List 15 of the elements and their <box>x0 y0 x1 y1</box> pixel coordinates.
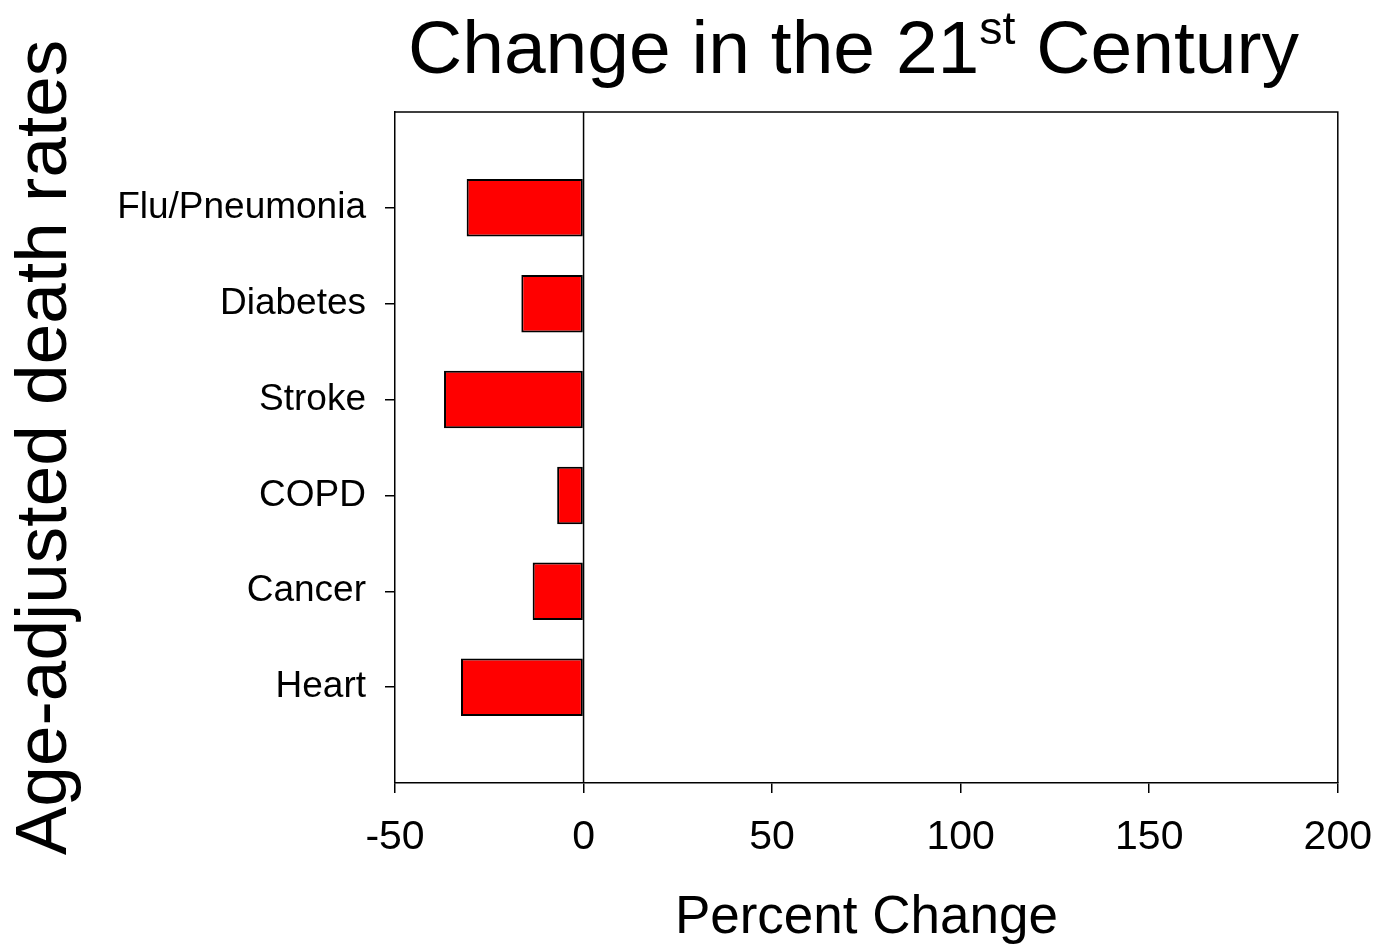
x-axis-title: Percent Change <box>674 884 1058 944</box>
y-tick-label: Cancer <box>246 568 366 610</box>
x-tick-label: -50 <box>365 811 425 858</box>
y-axis-title: Age-adjusted death rates <box>0 39 81 856</box>
y-tick-label: Diabetes <box>219 280 366 322</box>
chart-title: Change in the 21$^{st}$ Century <box>407 2 1300 89</box>
x-tick-label: 0 <box>572 811 595 858</box>
x-tick-label: 50 <box>749 811 795 858</box>
x-tick-label: 150 <box>1115 811 1184 858</box>
x-tick-label: 200 <box>1303 811 1373 858</box>
x-tick-label: 100 <box>926 811 995 858</box>
y-tick-label: Flu/Pneumonia <box>117 185 367 227</box>
y-tick-label: Heart <box>275 664 367 706</box>
y-tick-label: COPD <box>259 472 366 514</box>
y-tick-label: Stroke <box>259 376 366 418</box>
